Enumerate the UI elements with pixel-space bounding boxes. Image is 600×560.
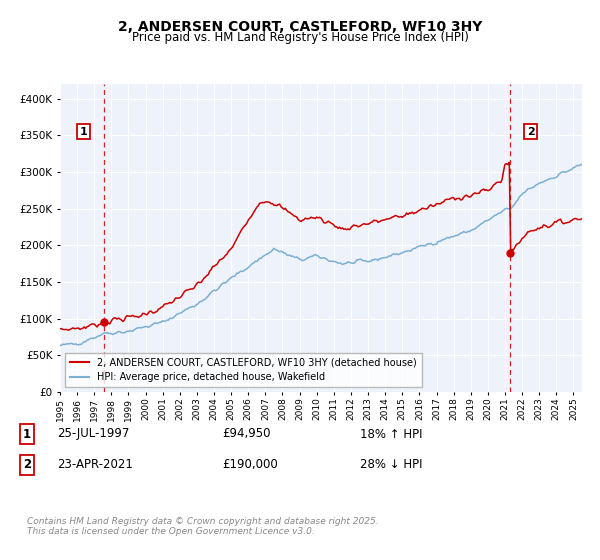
Text: £94,950: £94,950 — [222, 427, 271, 441]
Text: 1: 1 — [80, 127, 88, 137]
Text: 23-APR-2021: 23-APR-2021 — [57, 458, 133, 472]
Text: 2, ANDERSEN COURT, CASTLEFORD, WF10 3HY: 2, ANDERSEN COURT, CASTLEFORD, WF10 3HY — [118, 20, 482, 34]
Legend: 2, ANDERSEN COURT, CASTLEFORD, WF10 3HY (detached house), HPI: Average price, de: 2, ANDERSEN COURT, CASTLEFORD, WF10 3HY … — [65, 353, 422, 387]
Text: Contains HM Land Registry data © Crown copyright and database right 2025.
This d: Contains HM Land Registry data © Crown c… — [27, 517, 379, 536]
Text: Price paid vs. HM Land Registry's House Price Index (HPI): Price paid vs. HM Land Registry's House … — [131, 31, 469, 44]
Text: £190,000: £190,000 — [222, 458, 278, 472]
Text: 2: 2 — [23, 458, 31, 472]
Text: 2: 2 — [527, 127, 535, 137]
Text: 25-JUL-1997: 25-JUL-1997 — [57, 427, 130, 441]
Text: 1: 1 — [23, 427, 31, 441]
Text: 28% ↓ HPI: 28% ↓ HPI — [360, 458, 422, 472]
Text: 18% ↑ HPI: 18% ↑ HPI — [360, 427, 422, 441]
